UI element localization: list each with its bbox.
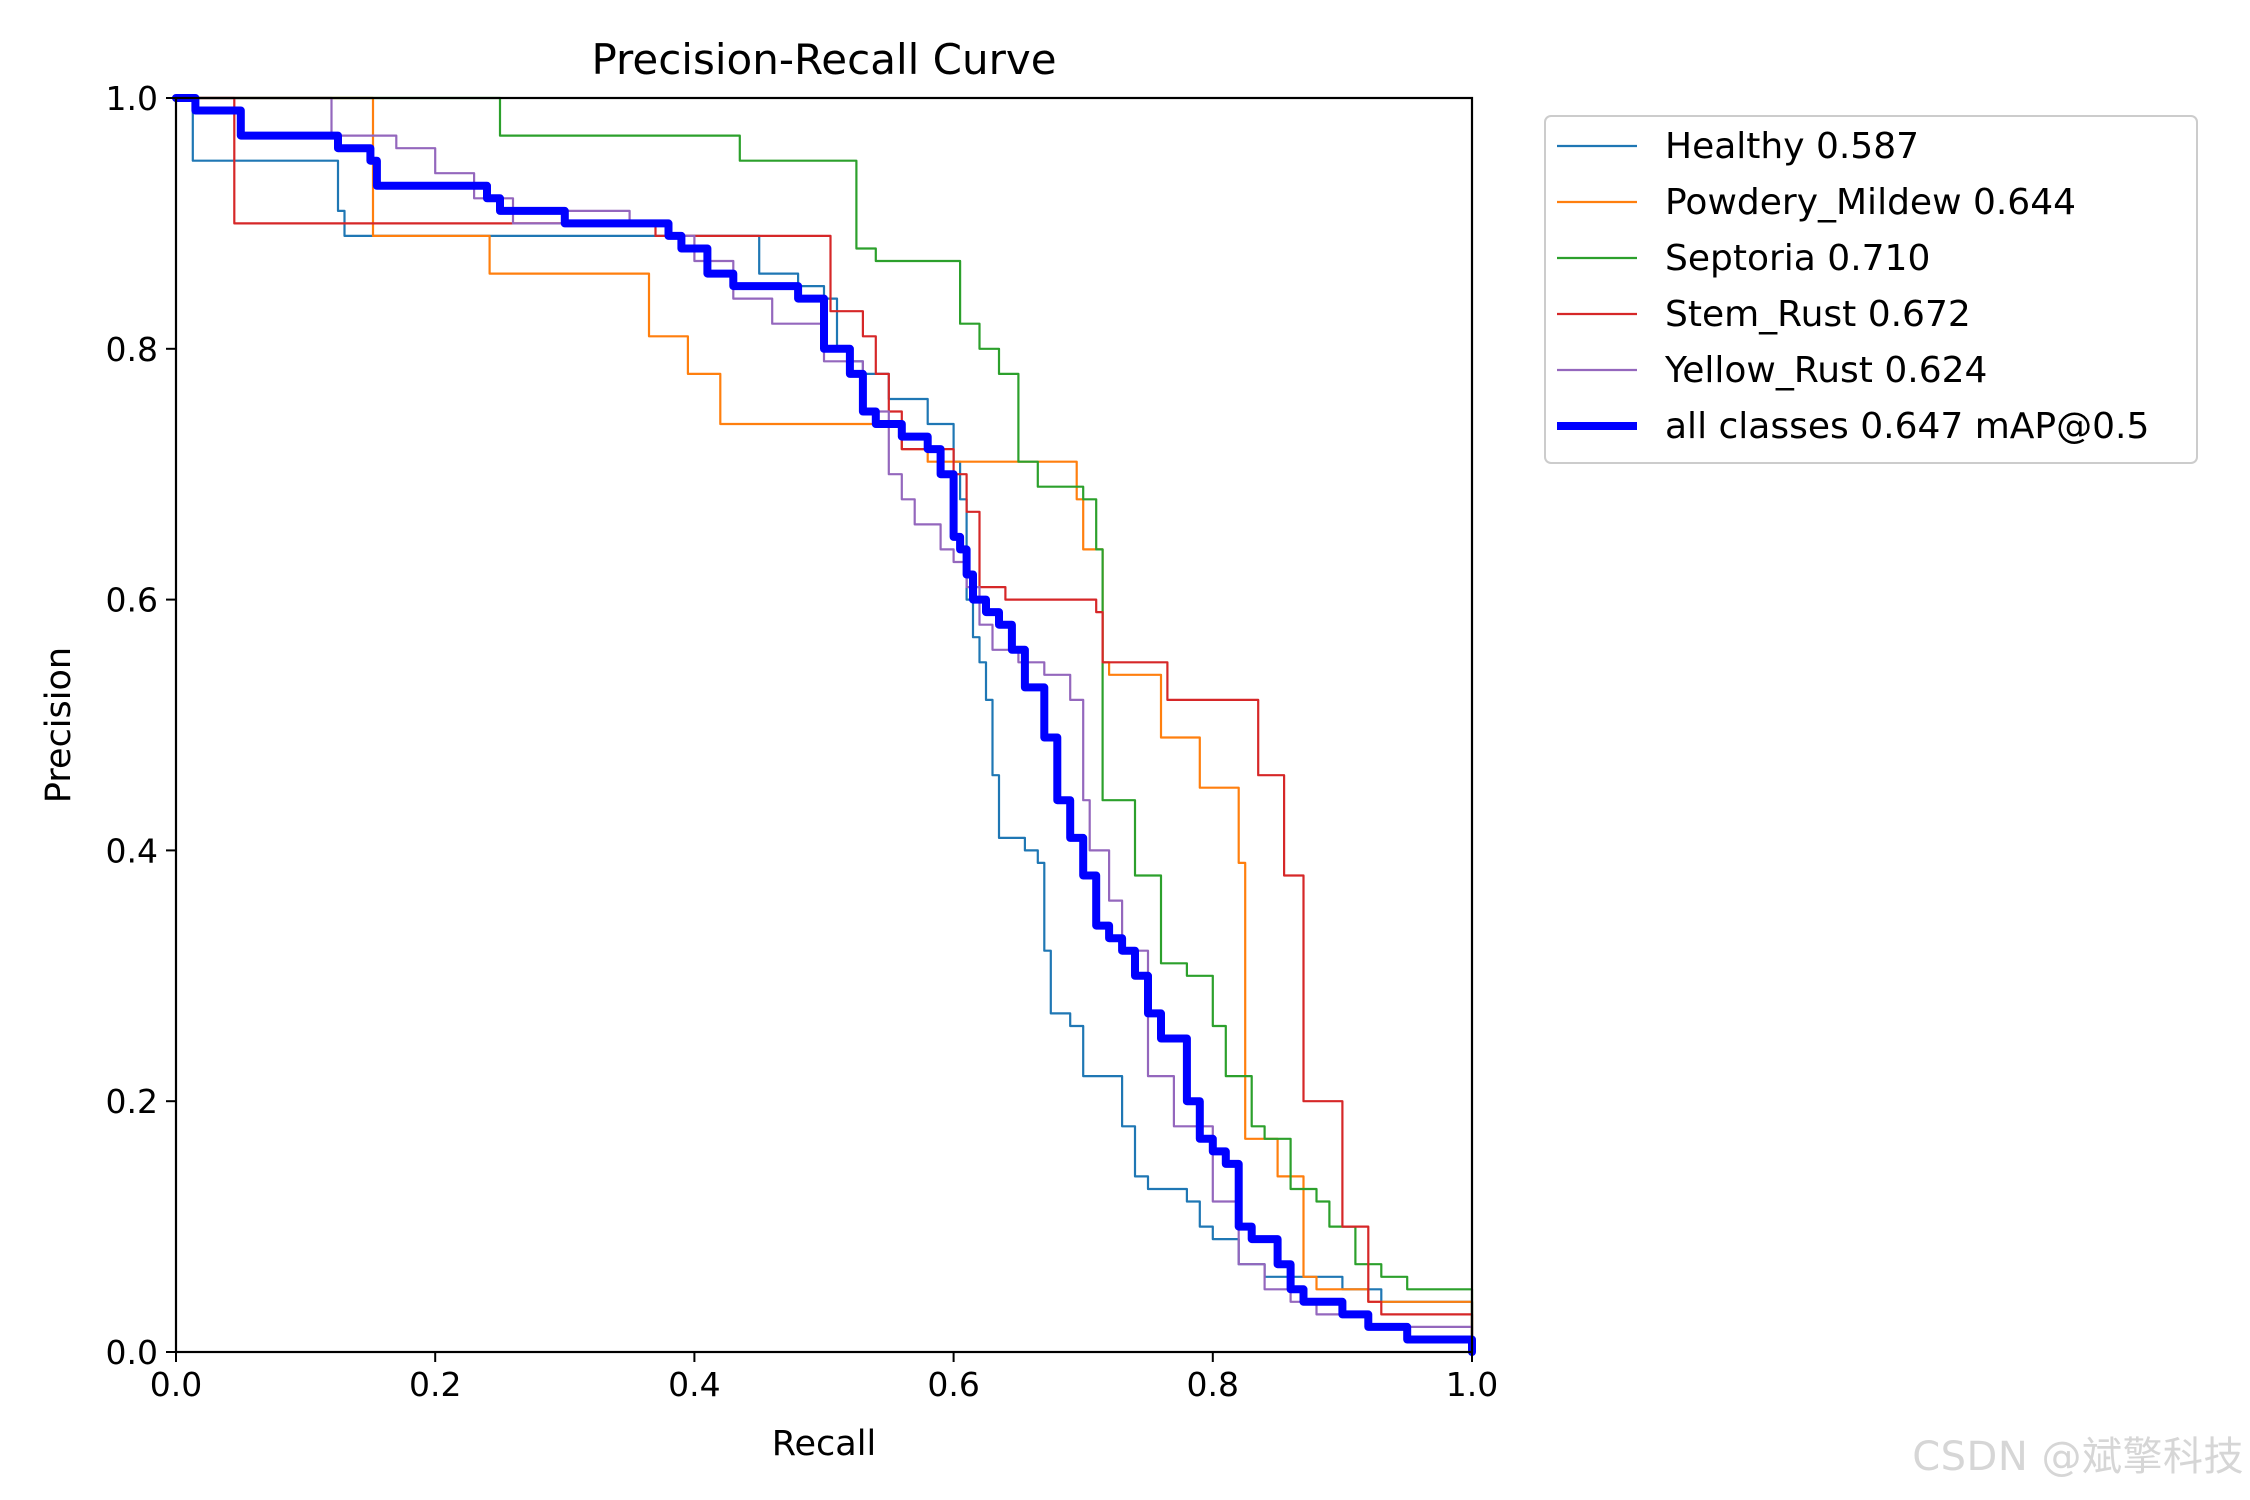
y-tick-label: 0.4: [106, 831, 158, 870]
y-axis-label: Precision: [39, 647, 79, 803]
legend-entry: Septoria 0.710: [1665, 238, 1930, 279]
x-axis-label: Recall: [772, 1424, 876, 1464]
legend-entry: all classes 0.647 mAP@0.5: [1665, 406, 2149, 447]
series-line-stem-rust: [174, 96, 1474, 1354]
y-tick-label: 1.0: [106, 79, 158, 118]
legend-entry: Yellow_Rust 0.624: [1664, 350, 1987, 391]
plot-frame: [174, 96, 1474, 1354]
x-tick-label: 1.0: [1446, 1365, 1498, 1404]
series-line-powdery-mildew: [174, 96, 1474, 1354]
x-tick-label: 0.2: [409, 1365, 461, 1404]
y-axis-ticks: 0.0 0.2 0.4 0.6 0.8 1.0: [106, 79, 176, 1372]
series-line-all-classes: [172, 94, 1476, 1356]
legend-entry: Powdery_Mildew 0.644: [1665, 182, 2076, 223]
x-tick-label: 0.8: [1187, 1365, 1239, 1404]
legend-entry: Stem_Rust 0.672: [1665, 294, 1971, 335]
y-tick-label: 0.0: [106, 1333, 158, 1372]
x-tick-label: 0.4: [668, 1365, 720, 1404]
y-tick-label: 0.8: [106, 330, 158, 369]
series-layer: [172, 94, 1476, 1356]
legend-entry: Healthy 0.587: [1665, 126, 1919, 167]
chart-title: Precision-Recall Curve: [591, 35, 1056, 84]
legend-box: [1544, 115, 2198, 464]
x-tick-label: 0.0: [150, 1365, 202, 1404]
x-tick-label: 0.6: [927, 1365, 979, 1404]
series-line-healthy: [174, 96, 1474, 1354]
y-tick-label: 0.6: [106, 581, 158, 620]
series-line-septoria: [174, 96, 1474, 1354]
watermark: CSDN @斌擎科技: [1912, 1434, 2244, 1480]
legend: Healthy 0.587 Powdery_Mildew 0.644 Septori…: [1544, 115, 2198, 464]
x-axis-ticks: 0.0 0.2 0.4 0.6 0.8 1.0: [150, 1352, 1498, 1404]
y-tick-label: 0.2: [106, 1082, 158, 1121]
